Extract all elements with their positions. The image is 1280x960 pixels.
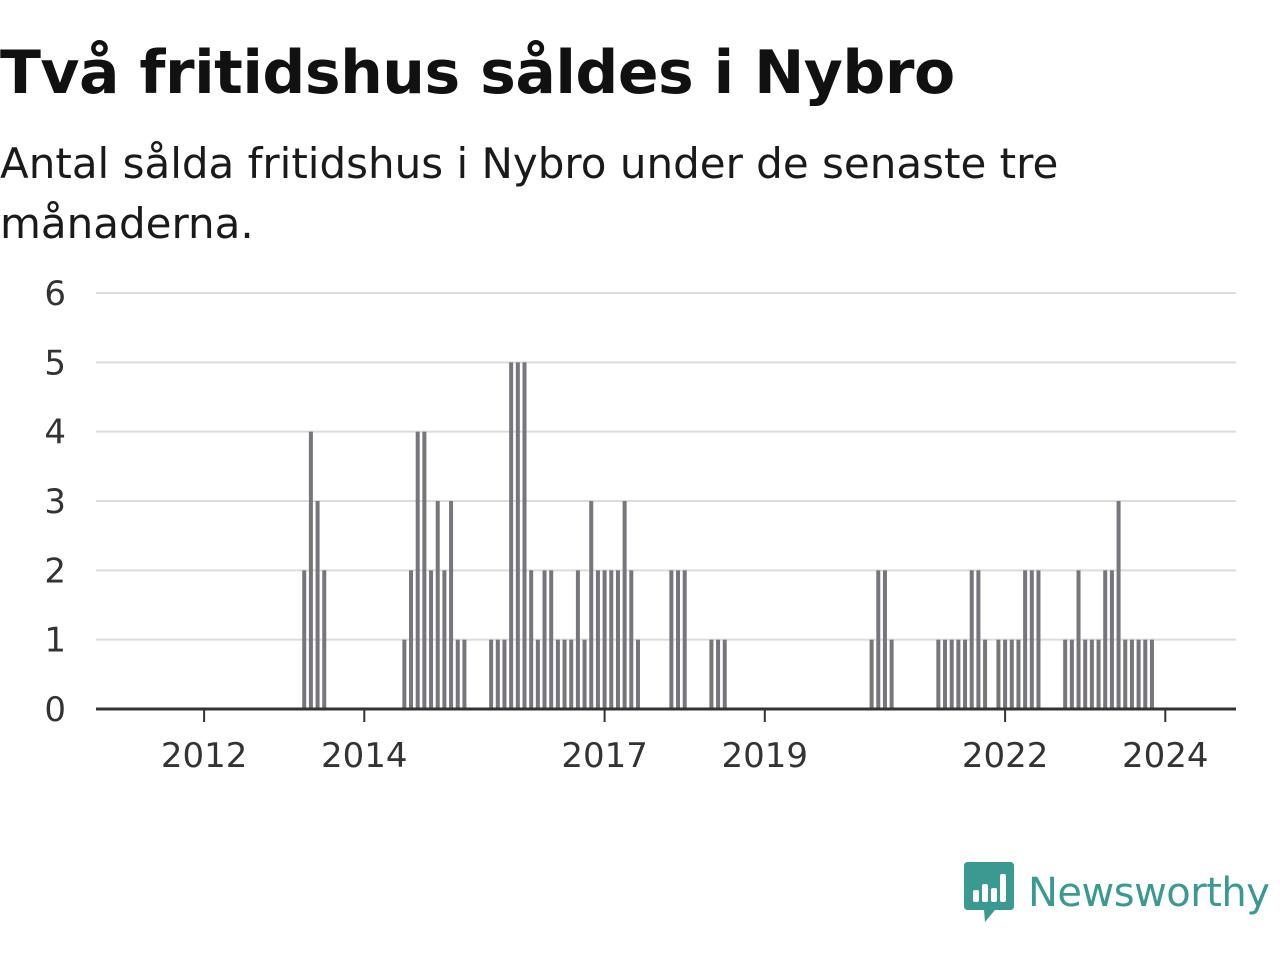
- bar: [402, 639, 407, 709]
- chart-subtitle: Antal sålda fritidshus i Nybro under de …: [0, 139, 1059, 248]
- bar: [308, 431, 313, 709]
- bar: [996, 639, 1001, 709]
- bar: [315, 501, 320, 709]
- x-tick-label: 2024: [1122, 736, 1209, 776]
- grid-lines: [96, 292, 1236, 641]
- y-axis-ticks: 0 1 2 3 4 5 6: [44, 274, 66, 730]
- bar: [1076, 570, 1081, 709]
- bar: [1016, 639, 1021, 709]
- bar: [1029, 570, 1034, 709]
- y-tick-label: 3: [44, 482, 66, 522]
- bar: [949, 639, 954, 709]
- bar: [1083, 639, 1088, 709]
- x-tick-label: 2017: [561, 736, 648, 776]
- chart-title: Två fritidshus såldes i Nybro: [0, 38, 955, 108]
- x-tick-label: 2022: [962, 736, 1049, 776]
- bar: [415, 431, 420, 709]
- bar: [956, 639, 961, 709]
- bar: [722, 639, 727, 709]
- newsworthy-logo-icon: [964, 862, 1014, 922]
- bar: [882, 570, 887, 709]
- bar: [515, 362, 520, 709]
- bar: [429, 570, 434, 709]
- brand-logo: Newsworthy: [964, 862, 1270, 924]
- bar: [635, 639, 640, 709]
- bar: [969, 570, 974, 709]
- bar: [943, 639, 948, 709]
- y-tick-label: 2: [44, 551, 66, 591]
- y-tick-label: 1: [44, 621, 66, 661]
- x-tick-label: 2012: [161, 736, 248, 776]
- bar: [455, 639, 460, 709]
- bar: [622, 501, 627, 709]
- bar: [442, 570, 447, 709]
- bars: [302, 362, 1154, 709]
- y-tick-label: 5: [44, 343, 66, 383]
- bar: [936, 639, 941, 709]
- x-tick-label: 2019: [722, 736, 809, 776]
- bar: [302, 570, 307, 709]
- bar: [676, 570, 681, 709]
- bar: [983, 639, 988, 709]
- bar: [489, 639, 494, 709]
- bar: [562, 639, 567, 709]
- bar: [449, 501, 454, 709]
- bar: [462, 639, 467, 709]
- bar: [615, 570, 620, 709]
- brand-name: Newsworthy: [1028, 870, 1270, 916]
- y-tick-label: 0: [44, 690, 66, 730]
- bar: [669, 570, 674, 709]
- bar: [409, 570, 414, 709]
- bar: [435, 501, 440, 709]
- bar: [629, 570, 634, 709]
- bar: [522, 362, 527, 709]
- bar: [1069, 639, 1074, 709]
- bar: [1143, 639, 1148, 709]
- bar: [1116, 501, 1121, 709]
- bar: [495, 639, 500, 709]
- bar: [1109, 570, 1114, 709]
- bar: [529, 570, 534, 709]
- bar: [889, 639, 894, 709]
- bar: [869, 639, 874, 709]
- bar: [549, 570, 554, 709]
- bar: [595, 570, 600, 709]
- bar: [1149, 639, 1154, 709]
- bar: [602, 570, 607, 709]
- bar: [709, 639, 714, 709]
- bar: [502, 639, 507, 709]
- bar: [535, 639, 540, 709]
- bar: [542, 570, 547, 709]
- x-axis-ticks: 2012 2014 2017 2019 2022 2024: [161, 709, 1209, 776]
- bar: [422, 431, 427, 709]
- y-tick-label: 6: [44, 274, 66, 314]
- bar: [609, 570, 614, 709]
- bar: [1129, 639, 1134, 709]
- bar: [1103, 570, 1108, 709]
- bar: [1136, 639, 1141, 709]
- bar: [589, 501, 594, 709]
- y-tick-label: 4: [44, 413, 66, 453]
- bar: [1009, 639, 1014, 709]
- bar: [716, 639, 721, 709]
- bar: [1023, 570, 1028, 709]
- bar: [1036, 570, 1041, 709]
- bar: [582, 639, 587, 709]
- bar: [555, 639, 560, 709]
- bar: [509, 362, 514, 709]
- x-tick-label: 2014: [321, 736, 408, 776]
- bar: [876, 570, 881, 709]
- bar: [1063, 639, 1068, 709]
- bar: [322, 570, 327, 709]
- bar: [1123, 639, 1128, 709]
- bar: [1003, 639, 1008, 709]
- bar: [569, 639, 574, 709]
- bar: [682, 570, 687, 709]
- bar: [575, 570, 580, 709]
- bar: [1089, 639, 1094, 709]
- bar: [1096, 639, 1101, 709]
- bar: [963, 639, 968, 709]
- bar: [976, 570, 981, 709]
